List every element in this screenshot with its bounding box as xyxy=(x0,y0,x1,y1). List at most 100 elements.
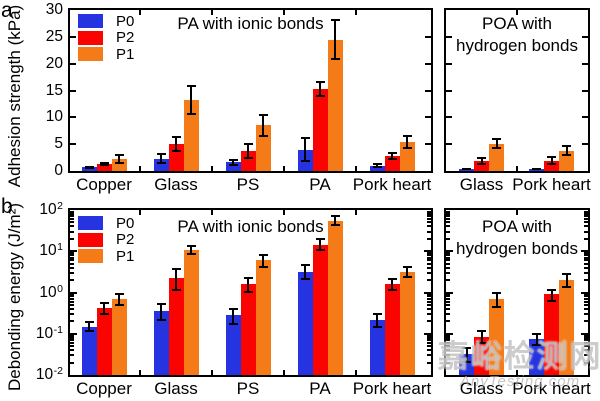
y-tick xyxy=(427,341,431,344)
y-tick xyxy=(70,250,77,253)
x-tick xyxy=(515,10,518,15)
plot-a-hydrogen-bonds: POA with hydrogen bonds xyxy=(444,8,590,173)
error-cap-top xyxy=(477,157,486,160)
error-cap-top xyxy=(243,276,253,279)
y-tick xyxy=(70,35,76,38)
legend-item-p1: P1 xyxy=(78,46,134,63)
y-tick-label: 30 xyxy=(45,1,63,18)
y-tick xyxy=(584,313,588,316)
bar-p1-glass xyxy=(489,298,504,375)
legend: P0 P2 P1 xyxy=(78,215,134,265)
bar-p0-pa xyxy=(297,271,313,375)
error-cap-top xyxy=(186,244,196,247)
error-cap-bottom xyxy=(186,252,196,255)
error-cap-top xyxy=(547,155,556,158)
error-cap-top xyxy=(84,321,94,324)
error-cap-bottom xyxy=(300,160,310,163)
x-tick xyxy=(355,210,357,215)
x-category-label-pa: PA xyxy=(309,379,331,398)
y-tick xyxy=(427,339,431,342)
bar-p2-ps xyxy=(240,150,256,171)
y-tick xyxy=(424,250,431,253)
error-cap-bottom xyxy=(372,166,382,169)
error-bar xyxy=(550,288,553,302)
error-bar xyxy=(334,214,336,227)
legend-swatch-p2 xyxy=(78,30,103,45)
y-tick xyxy=(427,320,431,323)
error-bar xyxy=(190,84,192,115)
y-tick xyxy=(446,361,450,364)
y-tick-label: 10-2 xyxy=(35,365,63,383)
y-tick xyxy=(446,307,450,310)
y-tick xyxy=(584,271,588,274)
y-tick xyxy=(70,293,74,296)
y-tick xyxy=(427,266,431,269)
error-cap-bottom xyxy=(156,319,166,322)
legend-label-p1: P1 xyxy=(116,45,135,63)
x-category-label-copper: Copper xyxy=(76,175,132,194)
y-tick xyxy=(427,225,431,228)
x-tick xyxy=(283,166,285,171)
y-tick xyxy=(427,307,431,310)
error-bar xyxy=(190,244,192,255)
error-bar xyxy=(495,291,498,308)
y-tick xyxy=(446,256,450,259)
y-tick xyxy=(584,303,588,306)
error-cap-top xyxy=(300,264,310,267)
y-tick xyxy=(427,334,431,337)
x-category-label-pork-heart: Pork heart xyxy=(512,175,591,194)
y-tick xyxy=(446,279,450,282)
bar-p0-ps xyxy=(225,315,241,375)
y-tick xyxy=(70,230,74,233)
y-tick xyxy=(427,336,431,339)
y-tick xyxy=(425,143,431,146)
error-bar xyxy=(160,303,162,322)
y-tick xyxy=(446,271,450,274)
error-cap-bottom xyxy=(300,278,310,281)
x-category-label-ps: PS xyxy=(236,379,260,398)
y-tick xyxy=(446,313,450,316)
legend-label-p2: P2 xyxy=(116,29,135,47)
y-tick xyxy=(446,252,450,255)
bar-p1-glass xyxy=(489,143,504,171)
plot-title-line1: POA with xyxy=(482,14,552,33)
bar-p2-glass xyxy=(474,336,489,375)
y-tick xyxy=(427,271,431,274)
error-cap-bottom xyxy=(562,285,571,288)
y-tick xyxy=(70,354,74,357)
y-tick xyxy=(584,297,588,300)
y-tick xyxy=(70,341,74,344)
legend-item-p2: P2 xyxy=(78,232,134,249)
x-tick xyxy=(211,166,213,171)
error-bar xyxy=(480,157,483,166)
plot-title: PA with ionic bonds xyxy=(177,14,324,33)
legend: P0 P2 P1 xyxy=(78,13,134,63)
error-cap-top xyxy=(492,291,501,294)
error-cap-bottom xyxy=(315,95,325,98)
y-tick xyxy=(427,279,431,282)
x-category-label-pork-heart: Pork heart xyxy=(352,175,432,194)
y-tick xyxy=(446,212,450,215)
y-tick xyxy=(427,237,431,240)
bar-p1-pork-heart xyxy=(399,142,415,171)
error-cap-bottom xyxy=(228,323,238,326)
plot-b-hydrogen-bonds: POA with hydrogen bonds xyxy=(444,208,590,377)
error-cap-top xyxy=(300,136,310,139)
y-tick xyxy=(446,210,450,213)
y-tick xyxy=(446,89,452,92)
error-bar xyxy=(103,161,105,167)
y-tick xyxy=(582,62,588,65)
x-tick xyxy=(515,166,518,171)
y-tick xyxy=(70,279,74,282)
y-tick xyxy=(427,300,431,303)
error-bar xyxy=(262,254,264,268)
error-cap-top xyxy=(547,288,556,291)
error-cap-top xyxy=(156,303,166,306)
y-tick xyxy=(70,297,74,300)
y-tick xyxy=(427,215,431,218)
y-tick xyxy=(70,116,76,119)
error-bar xyxy=(304,136,306,163)
error-cap-top xyxy=(84,165,94,168)
y-tick xyxy=(584,354,588,357)
y-tick xyxy=(582,35,588,38)
